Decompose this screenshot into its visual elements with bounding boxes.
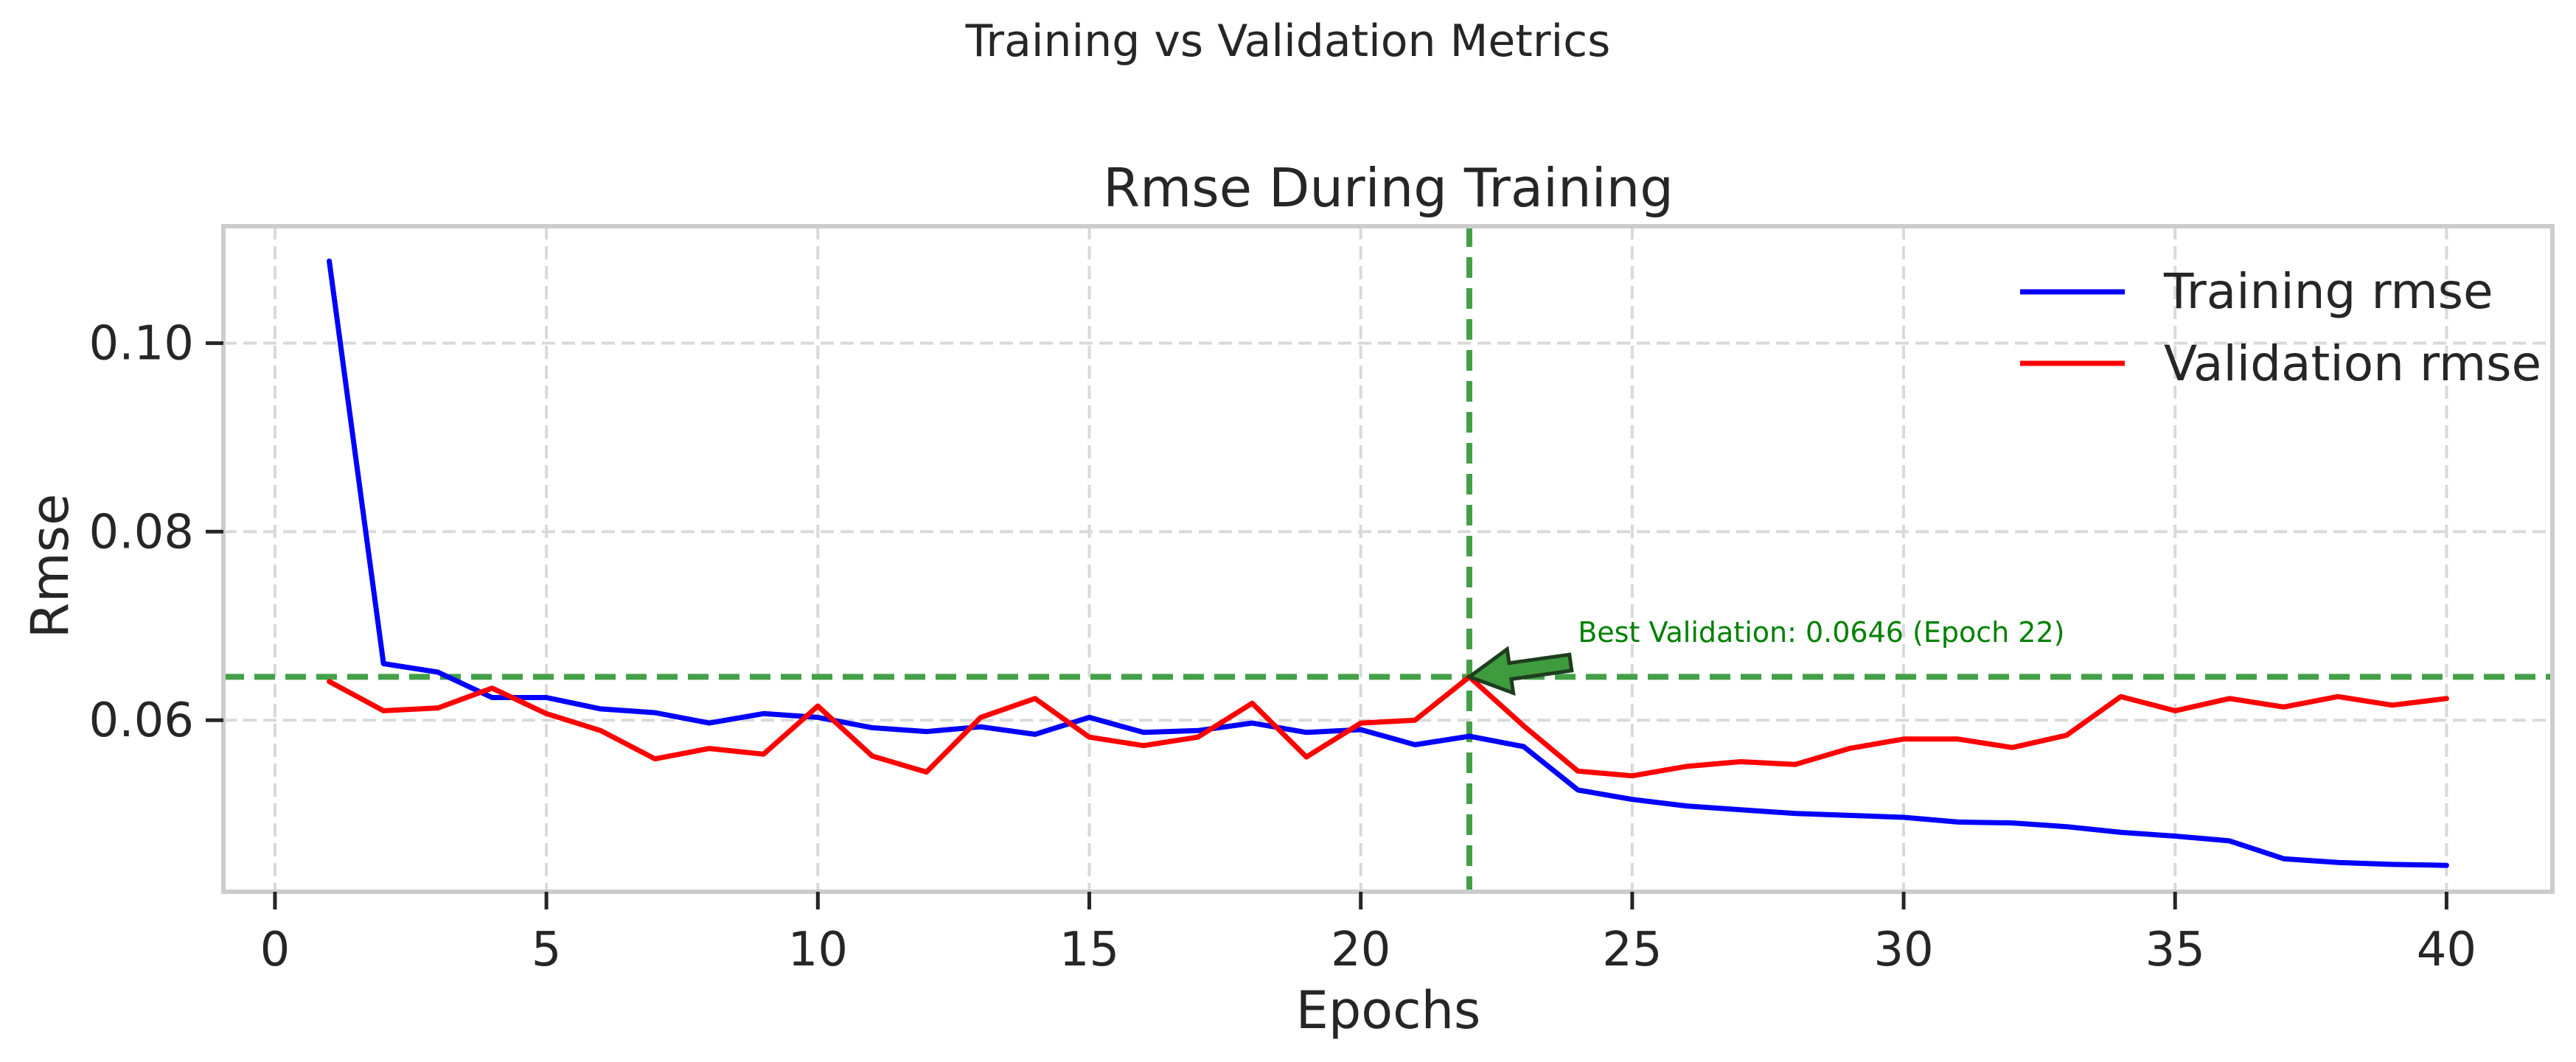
validation-rmse-line bbox=[327, 674, 2449, 779]
x-axis-ticks: 0 5 10 15 20 25 30 35 40 bbox=[260, 892, 2476, 977]
training-rmse-line bbox=[327, 258, 2449, 868]
x-tick-label: 20 bbox=[1331, 923, 1390, 977]
y-tick-label: 0.10 bbox=[89, 317, 195, 371]
y-tick-label: 0.06 bbox=[89, 694, 195, 748]
x-tick-label: 30 bbox=[1873, 923, 1933, 977]
y-axis-label: Rmse bbox=[20, 494, 80, 638]
legend: Training rmse Validation rmse bbox=[2020, 263, 2541, 392]
chart-title: Rmse During Training bbox=[1103, 157, 1674, 219]
axes-frame bbox=[221, 224, 2555, 894]
x-tick-label: 0 bbox=[260, 923, 290, 977]
x-tick-label: 10 bbox=[788, 923, 848, 977]
x-tick-label: 15 bbox=[1059, 923, 1119, 977]
figure-suptitle: Training vs Validation Metrics bbox=[965, 15, 1611, 67]
x-tick-label: 35 bbox=[2145, 923, 2205, 977]
best-validation-annotation: Best Validation: 0.0646 (Epoch 22) bbox=[1465, 616, 2064, 696]
legend-label-training: Training rmse bbox=[2163, 263, 2493, 320]
series-lines bbox=[327, 258, 2449, 868]
legend-label-validation: Validation rmse bbox=[2164, 335, 2541, 392]
x-tick-label: 5 bbox=[532, 923, 562, 977]
x-tick-label: 40 bbox=[2417, 923, 2476, 977]
y-tick-label: 0.08 bbox=[89, 505, 195, 559]
x-axis-label: Epochs bbox=[1296, 980, 1481, 1041]
annotation-text: Best Validation: 0.0646 (Epoch 22) bbox=[1578, 616, 2064, 649]
reference-lines bbox=[223, 226, 2552, 892]
x-tick-label: 25 bbox=[1602, 923, 1662, 977]
annotation-arrow bbox=[1465, 646, 1574, 696]
y-axis-ticks: 0.06 0.08 0.10 bbox=[89, 317, 223, 748]
